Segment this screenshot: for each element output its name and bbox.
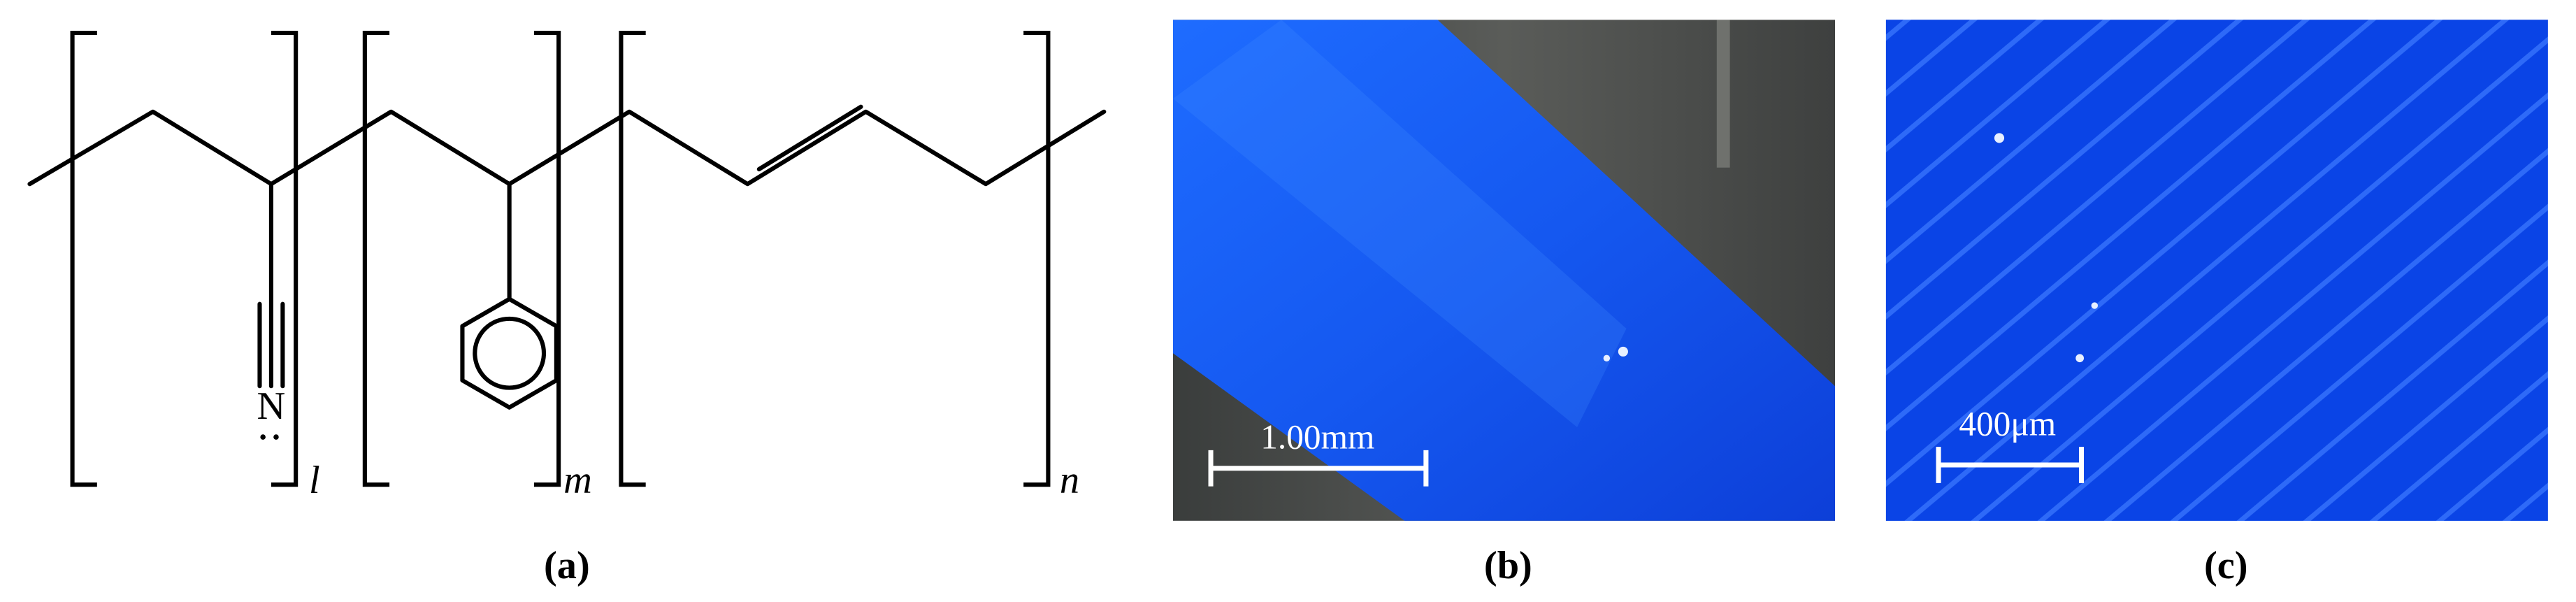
micrograph [1173, 20, 1836, 521]
lone-pair [260, 434, 266, 440]
micrograph [1885, 20, 2548, 521]
lone-pair [273, 434, 279, 440]
backbone [27, 109, 1107, 187]
subscript: l [309, 459, 320, 502]
nitrile [257, 182, 285, 389]
structure: N l m n [27, 30, 1107, 502]
panel-label: (a) [544, 544, 590, 587]
double-bond [756, 104, 863, 172]
subscript: m [563, 459, 592, 502]
panel-label: (b) [1484, 544, 1532, 587]
atom-label: N [257, 385, 286, 428]
subscript: n [1060, 459, 1079, 502]
scale-label: 400μm [1959, 405, 2056, 443]
scale-label: 1.00mm [1260, 418, 1374, 457]
bracket [619, 30, 1051, 487]
aromatic-ring [473, 316, 547, 390]
bracket [362, 30, 561, 487]
phenyl [460, 296, 559, 410]
panel-label: (c) [2204, 544, 2248, 587]
bracket [70, 30, 298, 487]
